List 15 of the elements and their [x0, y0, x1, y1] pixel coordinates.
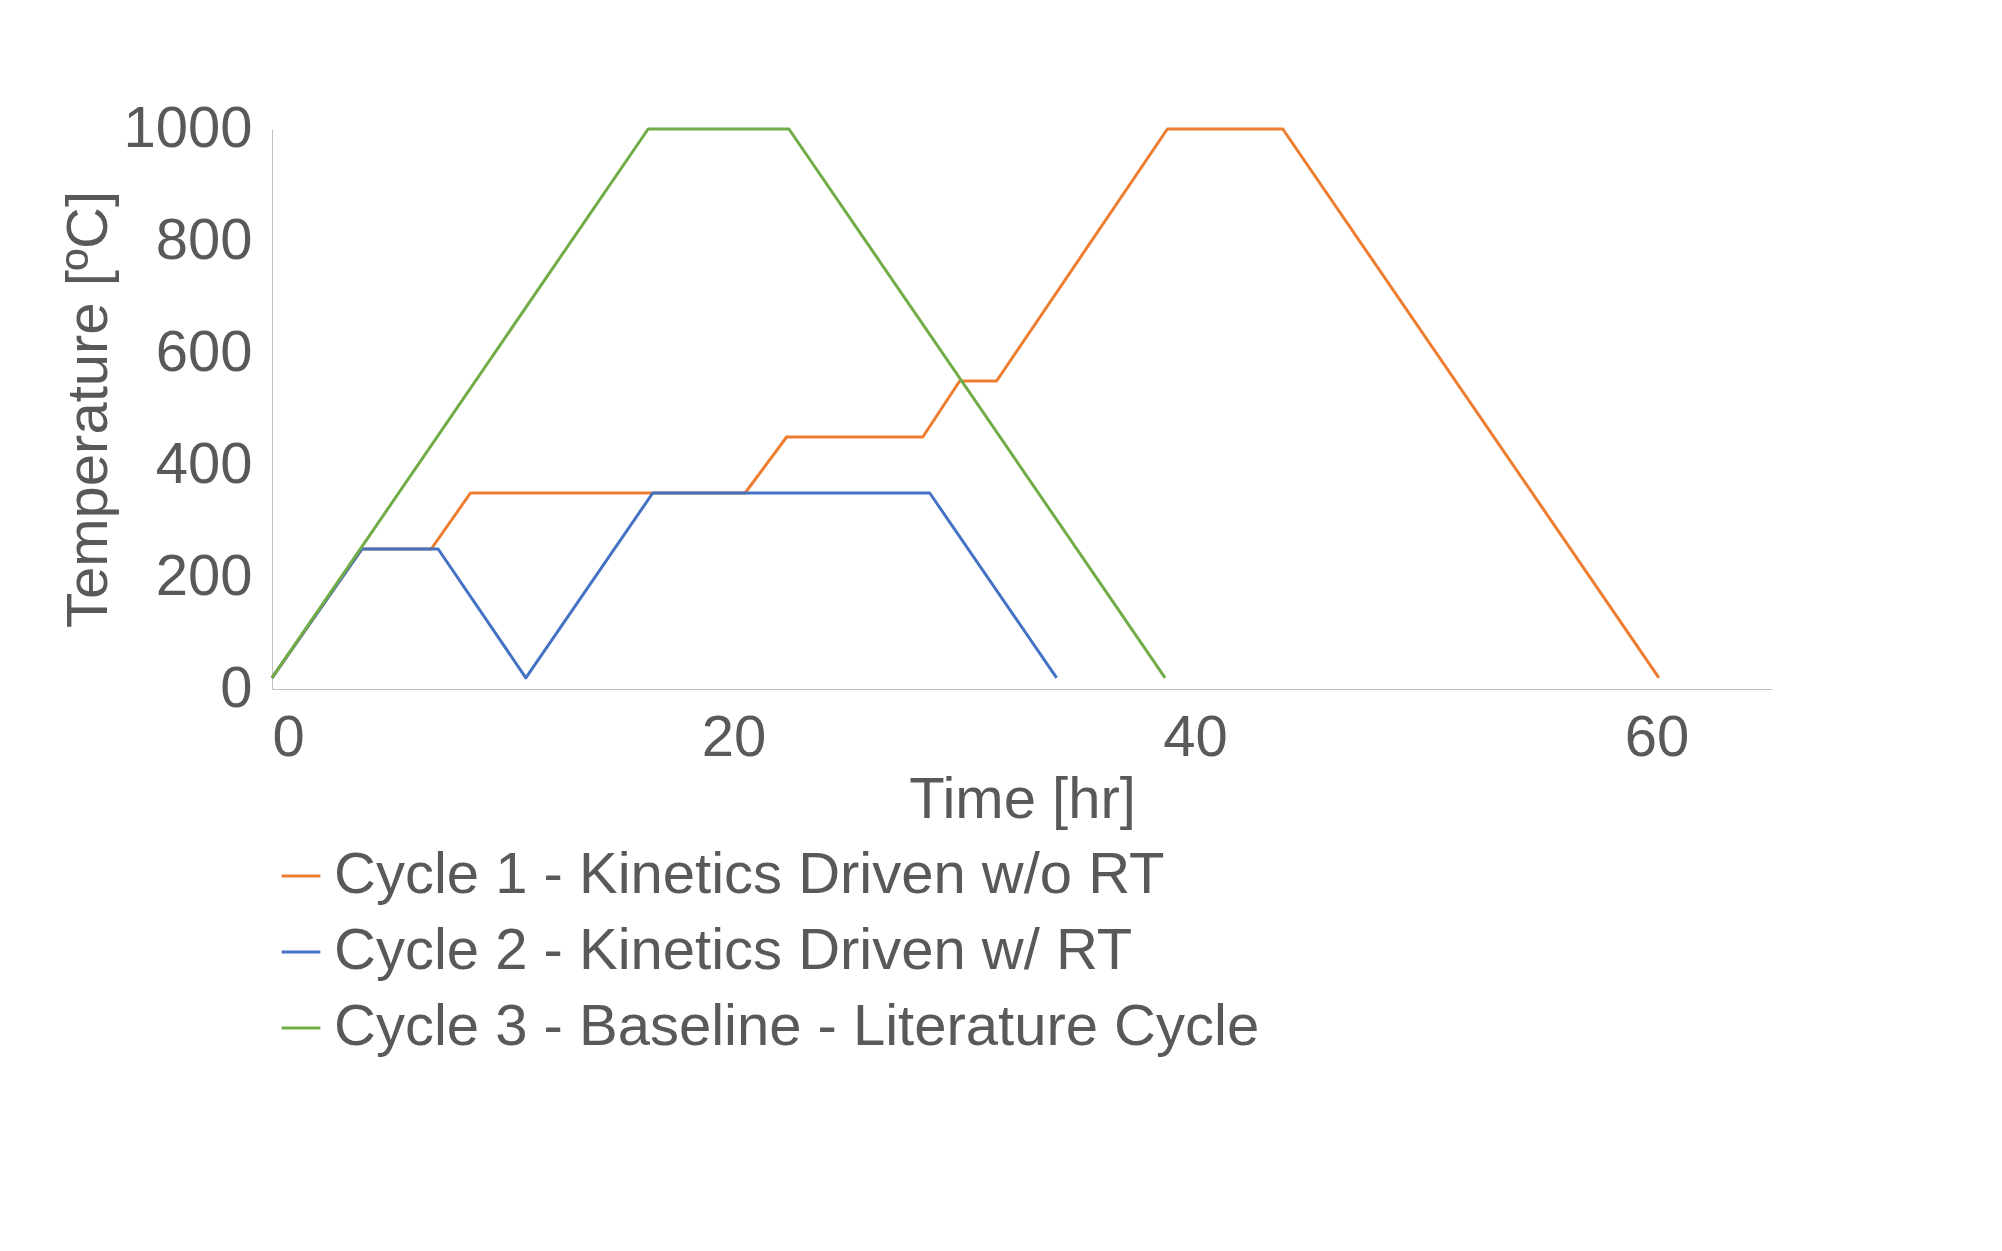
y-tick-label: 0 — [220, 653, 253, 719]
y-tick-label: 800 — [155, 205, 253, 271]
y-axis-title: Temperature [ºC] — [54, 190, 120, 629]
legend-label: Cycle 1 - Kinetics Driven w/o RT — [334, 840, 1165, 905]
x-tick-label: 40 — [1163, 702, 1228, 768]
legend-label: Cycle 2 - Kinetics Driven w/ RT — [334, 916, 1133, 981]
y-tick-label: 200 — [155, 541, 253, 607]
x-tick-label: 20 — [701, 702, 767, 768]
x-tick-label: 60 — [1624, 702, 1690, 768]
y-tick-label: 1000 — [123, 93, 253, 159]
x-axis-title: Time [hr] — [909, 764, 1136, 830]
x-tick-label: 0 — [272, 702, 305, 768]
y-tick-label: 600 — [155, 317, 253, 383]
legend-label: Cycle 3 - Baseline - Literature Cycle — [334, 992, 1260, 1057]
y-tick-label: 400 — [155, 429, 253, 495]
